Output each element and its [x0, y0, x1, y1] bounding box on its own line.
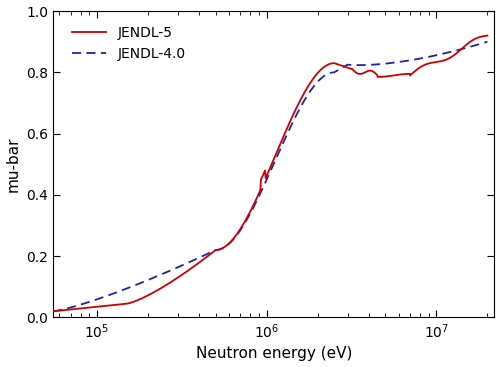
JENDL-4.0 [484, 40, 490, 44]
JENDL-4.0 [76, 303, 82, 307]
JENDL-5 [50, 309, 56, 313]
JENDL-5 [196, 260, 202, 264]
JENDL-5 [484, 33, 490, 38]
JENDL-4.0 [448, 50, 454, 54]
Line: JENDL-4.0: JENDL-4.0 [53, 42, 488, 311]
JENDL-4.0 [90, 298, 96, 303]
Legend: JENDL-5, JENDL-4.0: JENDL-5, JENDL-4.0 [66, 20, 192, 66]
JENDL-5 [290, 113, 296, 117]
JENDL-5 [277, 142, 283, 147]
X-axis label: Neutron energy (eV): Neutron energy (eV) [196, 346, 352, 361]
JENDL-5 [394, 73, 400, 77]
Y-axis label: mu-bar: mu-bar [6, 137, 20, 192]
JENDL-4.0 [216, 247, 222, 252]
JENDL-4.0 [50, 309, 56, 313]
JENDL-4.0 [424, 55, 430, 59]
Line: JENDL-5: JENDL-5 [53, 36, 488, 311]
JENDL-5 [222, 244, 228, 248]
JENDL-5 [128, 300, 134, 305]
JENDL-4.0 [173, 266, 179, 270]
